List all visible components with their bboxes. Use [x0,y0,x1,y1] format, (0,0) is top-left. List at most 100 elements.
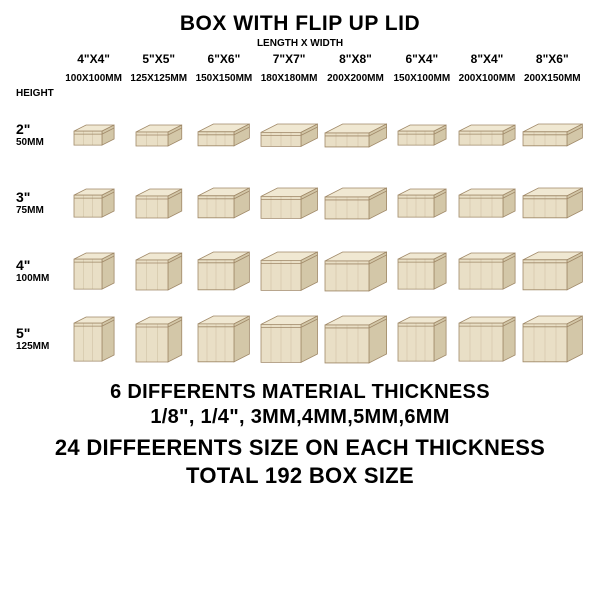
box-cell [62,239,125,303]
spacer [455,88,518,90]
box-cell [192,103,255,167]
row-header-inches: 2" [16,122,60,137]
row-header: 3"75MM [16,171,60,235]
box-cell [455,103,518,167]
box-cell [390,307,453,371]
spacer [62,88,125,90]
box-cell [455,239,518,303]
column-header-inches: 8"X6" [521,53,584,67]
box-cell [323,171,389,235]
box-cell [127,239,190,303]
box-icon [259,250,320,292]
box-cell [258,239,321,303]
column-header-inches: 6"X6" [192,53,255,67]
spacer [258,88,321,90]
box-cell [455,307,518,371]
row-header-inches: 4" [16,258,60,273]
row-header-inches: 5" [16,326,60,341]
spacer [390,88,453,90]
box-icon [72,315,116,363]
box-cell [390,239,453,303]
column-header: 5"X5" 125X125MM [127,53,190,84]
box-cell [192,307,255,371]
spacer [521,88,584,90]
box-icon [72,123,116,147]
box-icon [72,187,116,219]
box-icon [196,186,251,220]
column-header: 8"X8" 200X200MM [323,53,389,84]
box-icon [134,315,184,364]
box-icon [72,251,116,291]
box-icon [323,314,389,365]
column-header-inches: 7"X7" [258,53,321,67]
box-icon [134,187,184,220]
box-icon [323,122,389,149]
column-header-inches: 5"X5" [127,53,190,67]
box-icon [457,251,517,291]
box-icon [457,187,517,219]
footer-line-3: 24 DIFFEERENTS SIZE ON EACH THICKNESS [16,435,584,461]
column-header: 7"X7"180X180MM [258,53,321,84]
box-icon [259,314,320,364]
column-header: 6"X4" 150X100MM [390,53,453,84]
box-icon [259,186,320,220]
footer-line-1: 6 DIFFERENTS MATERIAL THICKNESS [16,381,584,404]
box-cell [390,103,453,167]
size-grid: 4"X4"100X100MM5"X5" 125X125MM6"X6"150X150… [16,53,584,371]
column-header-inches: 6"X4" [390,53,453,67]
box-cell [455,171,518,235]
column-header-mm: 100X100MM [62,73,125,85]
box-cell [62,307,125,371]
box-cell [323,103,389,167]
row-header: 5"125MM [16,307,60,371]
column-header-mm: 200X100MM [455,73,518,85]
column-header-mm: 125X125MM [127,73,190,85]
box-icon [259,122,320,148]
box-icon [521,314,584,364]
box-icon [457,123,517,147]
row-header-mm: 50MM [16,137,60,148]
box-cell [258,103,321,167]
box-icon [396,187,448,219]
column-header: 4"X4"100X100MM [62,53,125,84]
box-icon [396,251,448,291]
column-header-mm: 200X200MM [323,73,389,85]
box-cell [323,239,389,303]
spacer [192,88,255,90]
box-icon [134,251,184,292]
page-title: BOX WITH FLIP UP LID [16,12,584,36]
footer-line-2: 1/8", 1/4", 3MM,4MM,5MM,6MM [16,406,584,429]
row-header-inches: 3" [16,190,60,205]
box-cell [192,171,255,235]
box-icon [396,315,448,363]
row-header: 2"50MM [16,103,60,167]
grid-corner [16,53,60,84]
footer-line-4: TOTAL 192 BOX SIZE [16,463,584,489]
row-header-mm: 125MM [16,341,60,352]
column-header: 6"X6"150X150MM [192,53,255,84]
column-header-mm: 200X150MM [521,73,584,85]
box-cell [521,103,584,167]
box-icon [396,123,448,147]
row-header-mm: 75MM [16,205,60,216]
subtitle: LENGTH X WIDTH [16,38,584,49]
box-cell [127,103,190,167]
box-cell [258,307,321,371]
box-icon [323,250,389,293]
row-header-mm: 100MM [16,273,60,284]
box-cell [390,171,453,235]
box-icon [521,250,584,292]
box-cell [258,171,321,235]
box-cell [127,307,190,371]
column-header-inches: 8"X8" [323,53,389,67]
box-cell [521,307,584,371]
row-header: 4"100MM [16,239,60,303]
column-header: 8"X6" 200X150MM [521,53,584,84]
spacer [127,88,190,90]
box-cell [62,171,125,235]
box-cell [62,103,125,167]
column-header-mm: 150X100MM [390,73,453,85]
box-cell [192,239,255,303]
box-icon [521,186,584,220]
column-header: 8"X4"200X100MM [455,53,518,84]
